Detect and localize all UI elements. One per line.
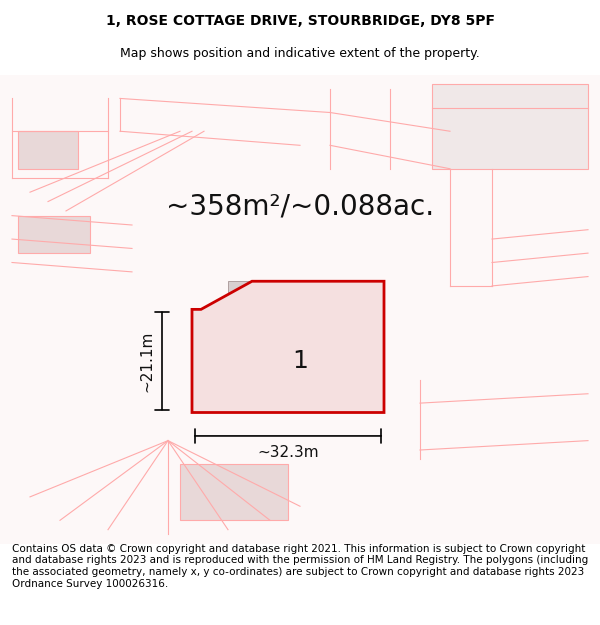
FancyBboxPatch shape — [0, 75, 600, 544]
Text: ~32.3m: ~32.3m — [257, 445, 319, 460]
Text: ~21.1m: ~21.1m — [139, 330, 155, 392]
Text: Contains OS data © Crown copyright and database right 2021. This information is : Contains OS data © Crown copyright and d… — [12, 544, 588, 589]
Polygon shape — [192, 281, 384, 412]
Bar — [180, 464, 288, 520]
Text: Map shows position and indicative extent of the property.: Map shows position and indicative extent… — [120, 48, 480, 61]
Text: 1: 1 — [292, 349, 308, 373]
Text: ~358m²/~0.088ac.: ~358m²/~0.088ac. — [166, 192, 434, 220]
Bar — [18, 131, 78, 169]
Bar — [228, 281, 312, 328]
Bar — [324, 324, 372, 379]
Bar — [18, 216, 90, 253]
Bar — [432, 84, 588, 169]
Text: 1, ROSE COTTAGE DRIVE, STOURBRIDGE, DY8 5PF: 1, ROSE COTTAGE DRIVE, STOURBRIDGE, DY8 … — [106, 14, 494, 28]
